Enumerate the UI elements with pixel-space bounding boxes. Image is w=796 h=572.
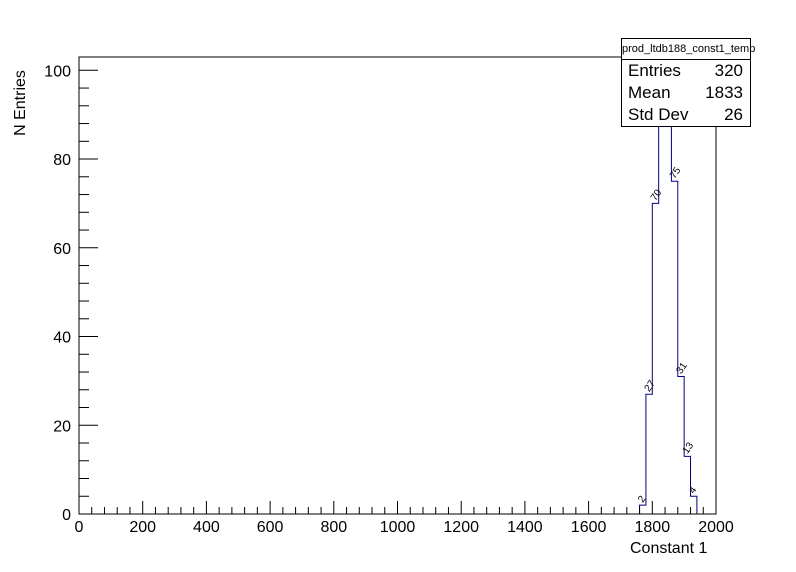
stats-mean-label: Mean: [628, 83, 671, 102]
x-tick-label: 0: [75, 519, 84, 536]
stats-box: prod_ltdb188_const1_temp Entries 320 Mea…: [621, 38, 755, 127]
x-tick-label: 1400: [507, 519, 543, 536]
x-tick-label: 600: [257, 519, 284, 536]
histogram-bin: [640, 505, 646, 514]
bin-value-label: 31: [674, 360, 690, 376]
bin-value-label: 13: [681, 440, 697, 456]
bin-value-label: 70: [649, 187, 665, 203]
stats-entries-row: Entries 320: [622, 60, 750, 82]
y-tick-label: 40: [53, 330, 71, 347]
axis-ticks: 0 200 400 600 800 1000 1200 1400 1600 1800 2000 0 20…: [44, 63, 734, 536]
y-tick-label: 0: [62, 507, 71, 524]
x-tick-label: 400: [193, 519, 220, 536]
y-tick-label: 60: [53, 241, 71, 258]
stats-title: prod_ltdb188_const1_temp: [622, 39, 755, 60]
histogram-bin: [671, 181, 677, 514]
y-tick-label: 100: [44, 63, 71, 80]
bin-value-label: 75: [668, 165, 684, 181]
x-axis-title: Constant 1: [630, 540, 708, 557]
stats-stddev-row: Std Dev 26: [622, 104, 750, 126]
stats-entries-value: 320: [714, 61, 743, 80]
y-tick-label: 80: [53, 152, 71, 169]
stats-mean-row: Mean 1833: [622, 82, 750, 104]
bin-value-label: 4: [687, 485, 699, 496]
x-tick-label: 2000: [698, 519, 734, 536]
x-tick-label: 1600: [571, 519, 607, 536]
x-tick-label: 800: [320, 519, 347, 536]
bin-value-label: 2: [636, 494, 648, 505]
stats-stddev-label: Std Dev: [628, 105, 689, 124]
y-tick-label: 20: [53, 418, 71, 435]
y-axis-title: N Entries: [12, 70, 29, 136]
plot-frame: [78, 56, 717, 515]
stats-mean-value: 1833: [705, 83, 743, 102]
x-tick-label: 200: [129, 519, 156, 536]
histogram-bin: [652, 203, 658, 514]
x-tick-label: 1800: [635, 519, 671, 536]
x-tick-label: 1000: [380, 519, 416, 536]
bin-value-label: 27: [643, 378, 659, 394]
x-tick-label: 1200: [443, 519, 479, 536]
histogram-bin: [646, 394, 652, 514]
stats-entries-label: Entries: [628, 61, 681, 80]
histogram-bin: [691, 496, 697, 514]
stats-stddev-value: 26: [724, 105, 743, 124]
